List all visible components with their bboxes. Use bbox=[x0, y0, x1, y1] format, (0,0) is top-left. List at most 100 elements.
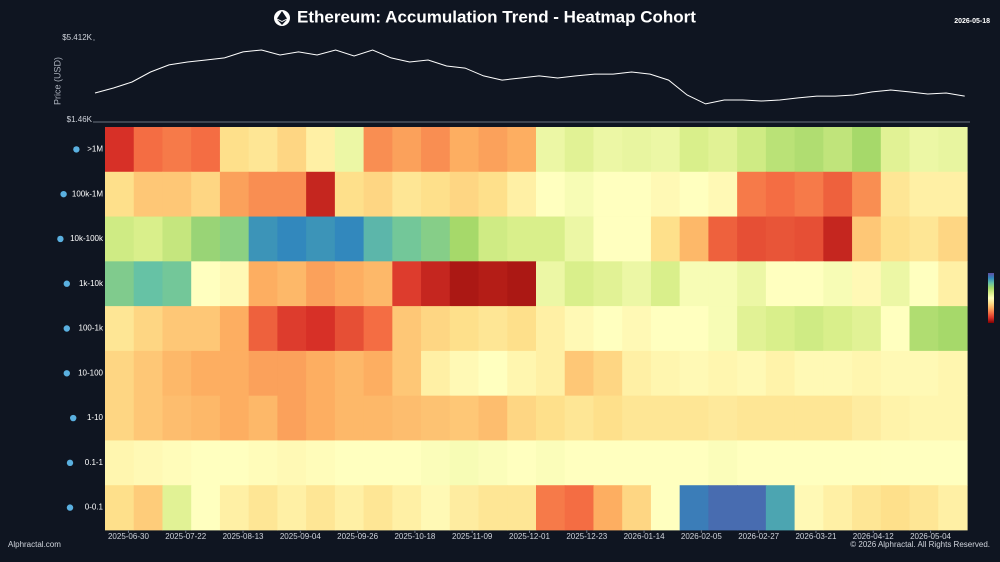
heat-cell bbox=[622, 216, 652, 262]
heat-cell bbox=[191, 395, 221, 441]
heat-cell bbox=[449, 216, 480, 262]
cohort-icon bbox=[66, 459, 74, 467]
heat-cell bbox=[765, 216, 796, 262]
cohort-icon bbox=[63, 325, 70, 332]
heat-cell bbox=[306, 485, 336, 531]
heat-cell bbox=[133, 395, 164, 441]
heat-cell bbox=[248, 395, 278, 441]
heat-cell bbox=[564, 306, 595, 352]
heat-cell bbox=[334, 350, 365, 397]
heat-cell bbox=[162, 350, 192, 397]
heat-cell bbox=[622, 395, 652, 441]
row-label: 100-1k bbox=[79, 324, 104, 333]
heat-cell bbox=[277, 216, 307, 262]
heat-cell bbox=[737, 127, 767, 173]
heat-cell bbox=[536, 350, 566, 397]
heat-cell bbox=[679, 216, 709, 262]
heat-cell bbox=[392, 171, 422, 217]
heat-cell bbox=[363, 350, 393, 397]
heat-cell bbox=[133, 306, 164, 352]
heat-cell bbox=[536, 485, 566, 531]
heat-cell bbox=[306, 216, 336, 262]
heat-cell bbox=[449, 395, 480, 441]
heat-cell bbox=[708, 216, 738, 262]
heat-cell bbox=[852, 350, 882, 397]
heat-cell bbox=[507, 216, 537, 262]
heat-cell bbox=[880, 440, 911, 486]
heat-cell bbox=[737, 261, 767, 307]
heat-cell bbox=[306, 306, 336, 352]
heat-cell bbox=[248, 216, 278, 262]
heat-cell bbox=[191, 261, 221, 307]
heat-cell bbox=[679, 440, 709, 486]
heat-cell bbox=[363, 395, 393, 441]
x-tick-label: 2026-02-05 bbox=[681, 532, 722, 541]
heat-cell bbox=[938, 216, 968, 262]
heat-cell bbox=[478, 485, 508, 531]
heat-cell bbox=[507, 440, 537, 486]
heat-cell bbox=[277, 127, 307, 173]
cohort-icon bbox=[70, 414, 77, 422]
heat-cell bbox=[794, 440, 824, 486]
heat-cell bbox=[794, 350, 824, 397]
heat-cell bbox=[938, 306, 968, 352]
heat-cell bbox=[133, 171, 164, 217]
heat-cell bbox=[650, 440, 681, 486]
heat-cell bbox=[334, 261, 365, 307]
heat-cell bbox=[650, 395, 681, 441]
heat-cell bbox=[823, 171, 853, 217]
heat-cell bbox=[564, 216, 595, 262]
heat-cell bbox=[823, 306, 853, 352]
heat-cell bbox=[823, 440, 853, 486]
heat-cell bbox=[622, 440, 652, 486]
heat-cell bbox=[449, 127, 480, 173]
heat-cell bbox=[478, 350, 508, 397]
heat-cell bbox=[880, 395, 911, 441]
heat-cell bbox=[449, 440, 480, 486]
heat-cell bbox=[909, 350, 939, 397]
heat-cell bbox=[909, 171, 939, 217]
row-label: 0-0.1 bbox=[85, 503, 104, 512]
chart-title: Ethereum: Accumulation Trend - Heatmap C… bbox=[297, 7, 696, 26]
heat-cell bbox=[421, 395, 451, 441]
heat-cell bbox=[852, 261, 882, 307]
heat-cell bbox=[421, 306, 451, 352]
x-tick-label: 2025-10-18 bbox=[394, 532, 435, 541]
heat-cell bbox=[392, 395, 422, 441]
heat-cell bbox=[564, 261, 595, 307]
heat-cell bbox=[162, 127, 192, 173]
heat-cell bbox=[765, 261, 796, 307]
heat-cell bbox=[306, 127, 336, 173]
heat-cell bbox=[363, 261, 393, 307]
heat-cell bbox=[421, 127, 451, 173]
heat-cell bbox=[507, 261, 537, 307]
heat-cell bbox=[105, 440, 135, 486]
heat-cell bbox=[938, 171, 968, 217]
heat-cell bbox=[622, 485, 652, 531]
x-tick-label: 2025-12-01 bbox=[509, 532, 550, 541]
heat-cell bbox=[105, 485, 135, 531]
heat-cell bbox=[650, 216, 681, 262]
heat-cell bbox=[564, 350, 595, 397]
x-tick-label: 2025-09-04 bbox=[280, 532, 321, 541]
heat-cell bbox=[909, 440, 939, 486]
heat-cell bbox=[248, 440, 278, 486]
heat-cell bbox=[650, 485, 681, 531]
heat-cell bbox=[507, 127, 537, 173]
date-label: 2026-05-18 bbox=[954, 18, 990, 25]
heat-cell bbox=[938, 485, 968, 531]
heat-cell bbox=[909, 485, 939, 531]
heat-cell bbox=[334, 127, 365, 173]
heat-cell bbox=[737, 216, 767, 262]
heat-cell bbox=[880, 485, 911, 531]
heat-cell bbox=[363, 216, 393, 262]
x-tick-label: 2026-03-21 bbox=[795, 532, 836, 541]
heat-cell bbox=[593, 440, 623, 486]
heat-cell bbox=[421, 171, 451, 217]
heat-cell bbox=[334, 485, 365, 531]
y-tick-label: $1.46K bbox=[67, 115, 93, 124]
heat-cell bbox=[478, 440, 508, 486]
color-bar bbox=[988, 273, 994, 323]
